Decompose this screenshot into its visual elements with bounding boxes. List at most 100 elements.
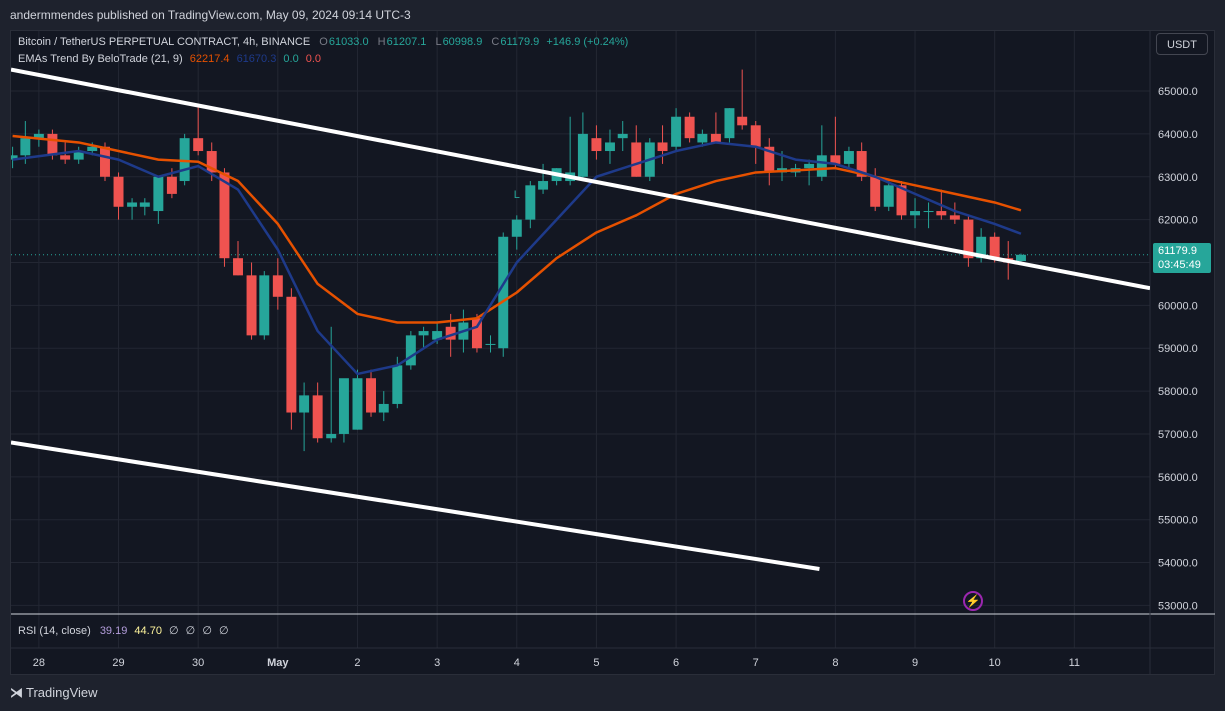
candle-down bbox=[100, 146, 110, 177]
rsi-value-1: 39.19 bbox=[99, 625, 128, 637]
x-tick-label: 7 bbox=[753, 657, 759, 669]
indicator-name[interactable]: EMAs Trend By BeloTrade (21, 9) bbox=[18, 53, 183, 65]
currency-button[interactable]: USDT bbox=[1156, 33, 1208, 55]
ohlc-low: L60998.9 bbox=[435, 36, 483, 48]
x-tick-label: 6 bbox=[673, 657, 679, 669]
candle-down bbox=[856, 151, 867, 177]
candle-up bbox=[299, 395, 310, 413]
candle-down bbox=[312, 395, 323, 439]
candle-down bbox=[631, 142, 642, 177]
candle-up bbox=[671, 116, 682, 147]
candle-up bbox=[697, 133, 708, 143]
candle-up bbox=[1015, 254, 1026, 262]
candle-up bbox=[338, 378, 349, 434]
indicator-legend: EMAs Trend By BeloTrade (21, 9) 62217.4 … bbox=[18, 53, 321, 65]
trendline-lower bbox=[11, 440, 820, 571]
last-price-tag: 61179.9 03:45:49 bbox=[1153, 243, 1211, 273]
candle-up bbox=[20, 138, 31, 156]
last-price-value: 61179.9 bbox=[1158, 245, 1197, 257]
y-tick-label: 60000.0 bbox=[1158, 300, 1198, 312]
candle-up bbox=[179, 138, 190, 182]
x-tick-label: 29 bbox=[112, 657, 124, 669]
rsi-legend: RSI (14, close) 39.19 44.70 ∅ ∅ ∅ ∅ bbox=[18, 624, 229, 637]
candle-up bbox=[724, 108, 735, 139]
chart-frame bbox=[10, 30, 1215, 675]
x-tick-label: 8 bbox=[832, 657, 838, 669]
candle-up bbox=[525, 185, 536, 220]
y-tick-label: 63000.0 bbox=[1158, 172, 1198, 184]
footer-brand-text: TradingView bbox=[26, 685, 98, 700]
candle-up bbox=[577, 133, 588, 177]
candle-up bbox=[418, 331, 429, 336]
candle-down bbox=[219, 172, 230, 259]
candle-up bbox=[498, 236, 509, 349]
rsi-value-2: 44.70 bbox=[134, 625, 162, 637]
price-change: +146.9 (+0.24%) bbox=[546, 36, 629, 48]
x-tick-label: 30 bbox=[192, 657, 204, 669]
candle-up bbox=[378, 403, 389, 413]
x-tick-label: 4 bbox=[514, 657, 520, 669]
candle-up bbox=[73, 151, 84, 160]
rsi-value-3: ∅ bbox=[169, 625, 179, 637]
candle-up bbox=[326, 433, 337, 439]
x-tick-label: 2 bbox=[354, 657, 360, 669]
candle-up bbox=[910, 211, 921, 216]
publish-text: andermmendes published on TradingView.co… bbox=[10, 8, 411, 22]
candle-down bbox=[166, 176, 177, 194]
y-tick-label: 56000.0 bbox=[1158, 472, 1198, 484]
candle-up bbox=[843, 151, 854, 164]
candle-down bbox=[684, 116, 695, 139]
candle-down bbox=[949, 215, 960, 220]
indicator-value-long: 0.0 bbox=[283, 53, 299, 65]
bar-countdown: 03:45:49 bbox=[1158, 259, 1201, 271]
y-tick-label: 58000.0 bbox=[1158, 386, 1198, 398]
y-tick-label: 65000.0 bbox=[1158, 86, 1198, 98]
candle-down bbox=[366, 378, 376, 413]
ohlc-close: C61179.9 bbox=[491, 36, 540, 48]
candle-down bbox=[286, 296, 297, 413]
candle-down bbox=[272, 275, 283, 297]
x-tick-label: 11 bbox=[1069, 657, 1080, 669]
indicator-value-short: 0.0 bbox=[305, 53, 322, 65]
candle-up bbox=[816, 155, 827, 177]
candle-up bbox=[11, 155, 18, 160]
candle-down bbox=[750, 125, 761, 147]
candle-down bbox=[591, 138, 602, 152]
candle-up bbox=[139, 202, 150, 207]
candle-up bbox=[33, 133, 44, 139]
x-tick-label: May bbox=[267, 657, 289, 669]
candle-down bbox=[113, 176, 124, 207]
symbol-name[interactable]: Bitcoin / TetherUS PERPETUAL CONTRACT, 4… bbox=[18, 36, 311, 48]
candle-down bbox=[445, 326, 456, 340]
x-tick-label: 28 bbox=[33, 657, 45, 669]
candle-down bbox=[830, 155, 841, 164]
candle-up bbox=[976, 236, 987, 259]
candle-down bbox=[233, 258, 243, 276]
candle-up bbox=[804, 163, 815, 169]
indicator-value-ema-fast: 61670.3 bbox=[236, 53, 277, 65]
tradingview-logo-icon: ⧕ bbox=[10, 685, 23, 700]
candle-up bbox=[352, 378, 363, 430]
candle-up bbox=[259, 275, 270, 336]
x-tick-label: 10 bbox=[989, 657, 1001, 669]
x-tick-label: 5 bbox=[593, 657, 599, 669]
candle-up bbox=[405, 335, 416, 366]
candle-down bbox=[471, 318, 482, 349]
rsi-name[interactable]: RSI (14, close) bbox=[18, 625, 91, 637]
ohlc-high-value: 61207.1 bbox=[386, 36, 427, 48]
lightning-icon[interactable]: ⚡ bbox=[963, 591, 983, 611]
ohlc-close-value: 61179.9 bbox=[500, 36, 540, 48]
candle-up bbox=[923, 211, 934, 213]
candle-up bbox=[153, 176, 164, 212]
y-tick-label: 55000.0 bbox=[1158, 515, 1198, 527]
candle-down bbox=[737, 116, 748, 126]
ohlc-open: O61033.0 bbox=[319, 36, 369, 48]
candle-down bbox=[206, 151, 217, 173]
y-tick-label: 57000.0 bbox=[1158, 429, 1198, 441]
candle-up bbox=[127, 202, 138, 207]
signal-label: L bbox=[514, 189, 520, 201]
candle-down bbox=[896, 185, 907, 216]
candle-down bbox=[60, 155, 71, 160]
candle-down bbox=[193, 138, 204, 152]
